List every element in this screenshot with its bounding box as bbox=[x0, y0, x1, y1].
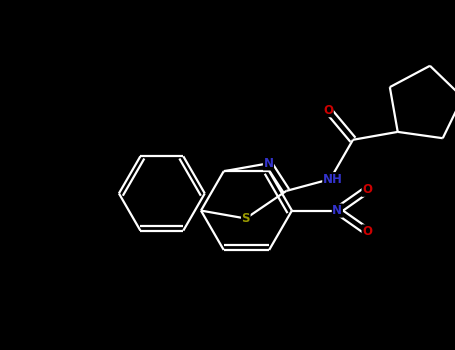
Text: O: O bbox=[362, 183, 372, 196]
Text: N: N bbox=[332, 204, 342, 217]
Text: O: O bbox=[323, 104, 333, 117]
Text: O: O bbox=[362, 225, 372, 238]
Text: N: N bbox=[263, 157, 273, 170]
Text: S: S bbox=[242, 212, 250, 225]
Text: NH: NH bbox=[323, 173, 343, 186]
